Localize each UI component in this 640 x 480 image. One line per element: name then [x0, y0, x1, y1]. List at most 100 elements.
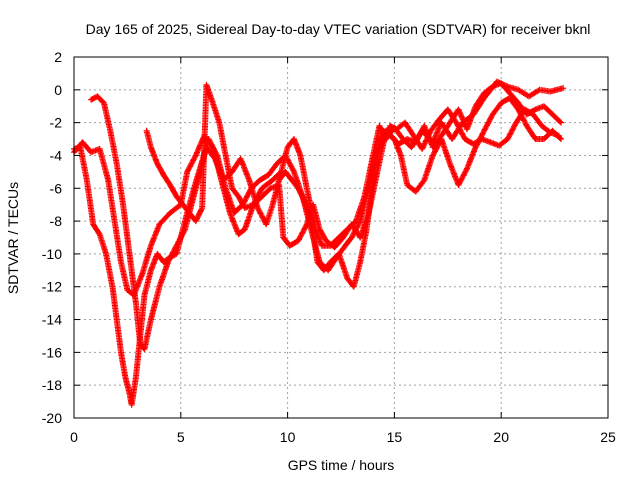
data-point-marker [265, 161, 279, 179]
data-point-marker [192, 206, 205, 225]
data-point-marker [118, 259, 130, 292]
data-point-marker [94, 93, 106, 105]
data-point-marker [444, 106, 459, 125]
data-point-marker [147, 144, 160, 166]
data-point-marker [156, 211, 173, 228]
data-point-marker [489, 101, 504, 118]
data-point-marker [481, 112, 495, 134]
data-point-marker [96, 145, 111, 182]
data-point-marker [235, 227, 247, 238]
data-point-marker [357, 211, 372, 241]
y-tick-label: -18 [42, 377, 62, 393]
data-point-marker [453, 119, 468, 141]
data-point-marker [481, 84, 495, 97]
data-point-marker [312, 226, 325, 248]
data-point-marker [259, 178, 275, 192]
x-tick-label: 10 [280, 429, 296, 445]
x-tick-label: 15 [387, 429, 403, 445]
data-point-marker [203, 81, 216, 105]
data-point-marker [297, 152, 310, 190]
data-point-marker [90, 221, 102, 236]
data-point-marker [154, 160, 166, 177]
y-tick-label: -6 [50, 180, 63, 196]
data-point-marker [186, 173, 201, 208]
data-point-marker [538, 122, 553, 135]
y-tick-label: -8 [50, 213, 63, 229]
data-point-marker [237, 155, 252, 182]
data-point-marker [498, 80, 512, 95]
data-point-marker [137, 293, 148, 339]
y-tick-label: -16 [42, 344, 62, 360]
data-point-marker [530, 111, 544, 128]
data-point-marker [438, 120, 453, 139]
data-point-marker [427, 117, 442, 134]
data-point-marker [147, 222, 162, 249]
data-point-marker [118, 349, 128, 379]
data-point-marker [205, 136, 220, 158]
data-point-marker [209, 99, 222, 125]
plot-frame [73, 56, 609, 419]
data-point-marker [521, 106, 535, 117]
series-2 [88, 80, 565, 353]
data-point-marker [109, 283, 120, 321]
data-point-marker [263, 203, 276, 228]
data-point-marker [419, 129, 434, 152]
series-4 [143, 81, 562, 251]
data-point-marker [308, 218, 321, 264]
data-point-marker [282, 152, 297, 174]
data-point-marker [342, 235, 354, 249]
x-axis-label: GPS time / hours [288, 457, 395, 473]
data-point-marker [235, 193, 248, 210]
data-point-marker [259, 186, 273, 200]
data-point-marker [216, 119, 229, 157]
y-tick-label: -14 [42, 312, 62, 328]
data-point-marker [113, 160, 126, 207]
data-point-marker [316, 226, 329, 243]
data-point-marker [295, 222, 310, 244]
data-point-marker [504, 121, 519, 142]
data-point-marker [226, 209, 241, 236]
data-point-marker [126, 250, 139, 305]
data-point-marker [455, 166, 470, 188]
data-point-marker [412, 178, 427, 195]
data-point-marker [122, 374, 133, 395]
data-point-marker [179, 201, 192, 215]
data-point-marker [291, 136, 303, 158]
data-point-marker [506, 95, 521, 112]
data-point-marker [547, 129, 562, 139]
data-point-marker [365, 170, 380, 216]
data-point-marker [128, 375, 139, 408]
y-tick-label: -20 [42, 410, 62, 426]
data-point-marker [212, 155, 226, 182]
data-point-marker [229, 185, 241, 199]
data-point-marker [276, 182, 287, 239]
data-point-marker [147, 285, 163, 323]
data-point-marker [167, 251, 179, 261]
data-point-marker [156, 260, 171, 290]
data-point-marker [380, 124, 393, 146]
data-point-marker [105, 177, 118, 223]
data-point-marker [184, 153, 198, 175]
data-point-marker [506, 90, 521, 105]
data-point-marker [83, 177, 96, 226]
data-point-marker [540, 103, 555, 117]
data-point-marker [199, 83, 210, 211]
x-axis: 0 5 10 15 20 25 [70, 57, 616, 445]
data-point-marker [496, 137, 510, 149]
chart-title: Day 165 of 2025, Sidereal Day-to-day VTE… [86, 21, 591, 37]
data-point-marker [160, 255, 173, 266]
data-point-marker [132, 334, 144, 380]
y-tick-label: -10 [42, 246, 62, 262]
data-point-marker [103, 250, 116, 289]
data-point-marker [421, 153, 436, 184]
data-point-marker [286, 238, 301, 249]
data-point-marker [310, 201, 323, 231]
x-tick-label: 5 [177, 429, 185, 445]
data-point-marker [173, 193, 185, 207]
data-point-marker [350, 260, 363, 290]
data-point-marker [96, 231, 109, 256]
data-point-marker [222, 185, 237, 215]
y-tick-label: 0 [54, 82, 62, 98]
data-point-marker [107, 127, 120, 166]
data-point-marker [438, 136, 453, 166]
